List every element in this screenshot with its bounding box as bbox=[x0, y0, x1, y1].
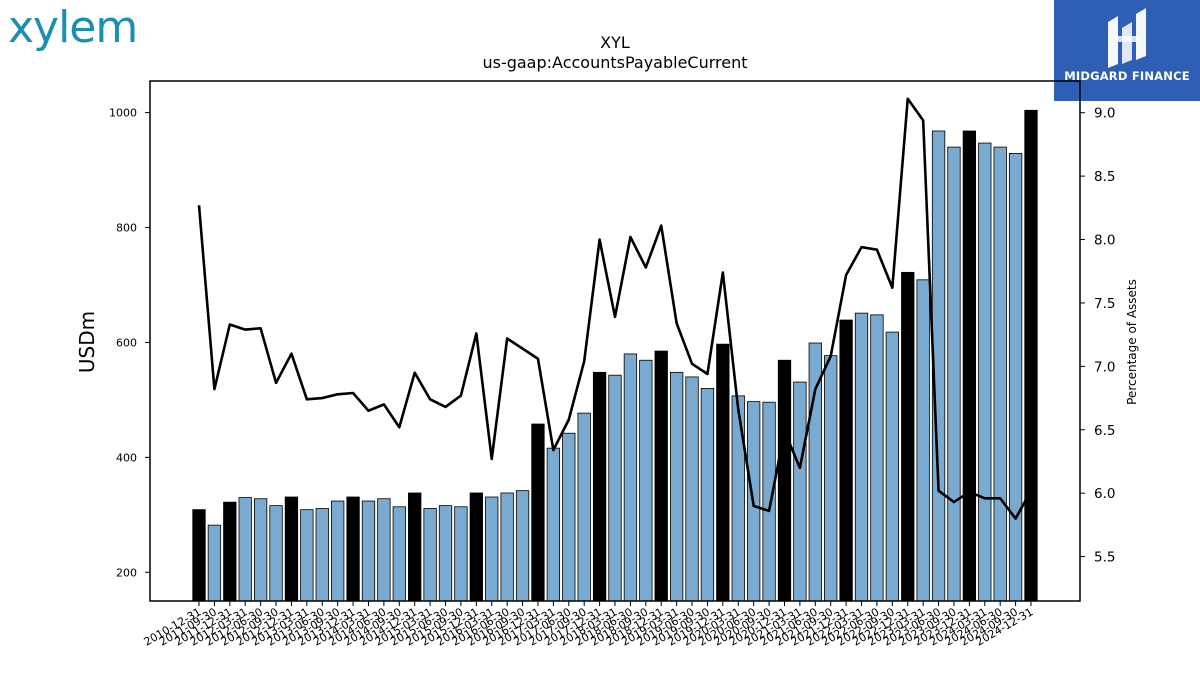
bar bbox=[885, 331, 899, 602]
bar bbox=[531, 423, 545, 602]
y2-tick-label: 7.5 bbox=[1094, 296, 1115, 312]
bar bbox=[469, 492, 483, 602]
bar bbox=[978, 142, 992, 602]
midgard-logo-icon bbox=[1108, 8, 1146, 68]
percentage-line bbox=[197, 97, 1033, 520]
y-tick-label: 200 bbox=[116, 566, 137, 579]
bar bbox=[854, 312, 869, 602]
y2-tick-label: 8.0 bbox=[1094, 233, 1115, 249]
y2-axis-ticks: 5.5 6.0 6.5 7.0 7.5 8.0 8.5 9.0 bbox=[1080, 106, 1115, 566]
y2-axis-label: Percentage of Assets bbox=[1125, 279, 1139, 405]
bar-series bbox=[192, 109, 1038, 602]
bar bbox=[839, 319, 853, 602]
xylem-logo: xylem bbox=[8, 2, 138, 53]
bar bbox=[777, 359, 792, 602]
badge-label: MIDGARD FINANCE bbox=[1064, 69, 1190, 83]
bar bbox=[1024, 109, 1038, 602]
bar bbox=[577, 412, 591, 602]
y2-tick-label: 8.5 bbox=[1094, 169, 1115, 185]
bar bbox=[685, 376, 699, 602]
bar bbox=[269, 505, 283, 602]
chart-title: XYL bbox=[600, 33, 630, 52]
plot-frame bbox=[149, 80, 1081, 602]
bar bbox=[793, 381, 807, 602]
y-tick-label: 800 bbox=[116, 222, 137, 235]
bar bbox=[408, 492, 422, 602]
y2-tick-label: 5.5 bbox=[1094, 550, 1115, 566]
midgard-finance-badge: MIDGARD FINANCE bbox=[1054, 0, 1200, 101]
bar bbox=[546, 447, 561, 602]
bar bbox=[700, 387, 715, 602]
bar bbox=[947, 146, 961, 602]
bar bbox=[284, 496, 299, 602]
bar bbox=[438, 505, 453, 602]
bar bbox=[731, 395, 745, 602]
bar bbox=[500, 492, 514, 602]
y-tick-label: 400 bbox=[116, 451, 137, 464]
bar bbox=[515, 490, 530, 602]
y-tick-label: 600 bbox=[116, 336, 137, 349]
bar bbox=[300, 509, 314, 602]
y2-tick-label: 7.0 bbox=[1094, 359, 1115, 375]
bar bbox=[223, 501, 237, 602]
bar bbox=[962, 130, 977, 602]
y2-tick-label: 9.0 bbox=[1094, 106, 1115, 122]
bar bbox=[454, 506, 468, 602]
bar bbox=[824, 355, 838, 602]
y-axis-label: USDm bbox=[75, 311, 99, 373]
bar bbox=[901, 271, 915, 602]
bar bbox=[346, 496, 360, 602]
bar bbox=[207, 524, 222, 602]
bar bbox=[654, 350, 668, 602]
bar bbox=[916, 279, 930, 602]
bar bbox=[253, 498, 268, 602]
y2-tick-label: 6.5 bbox=[1094, 423, 1115, 439]
bar bbox=[623, 353, 638, 602]
bar bbox=[993, 146, 1007, 602]
bar bbox=[377, 498, 391, 602]
bar bbox=[1008, 152, 1023, 602]
bar bbox=[562, 432, 576, 602]
bar bbox=[639, 359, 653, 602]
bar bbox=[392, 506, 406, 602]
y2-tick-label: 6.0 bbox=[1094, 486, 1115, 502]
bar bbox=[238, 497, 252, 602]
chart-subtitle: us-gaap:AccountsPayableCurrent bbox=[482, 53, 747, 72]
bar bbox=[669, 371, 684, 602]
bar bbox=[361, 500, 376, 602]
bar bbox=[315, 508, 329, 602]
y-axis-ticks: 200 400 600 800 1000 bbox=[109, 107, 150, 579]
bar bbox=[592, 371, 607, 602]
bar bbox=[762, 401, 776, 602]
bar bbox=[331, 500, 345, 602]
bar bbox=[716, 343, 730, 602]
bar bbox=[192, 509, 206, 602]
y-tick-label: 1000 bbox=[109, 107, 137, 120]
line-series-group bbox=[197, 97, 1033, 520]
bar bbox=[485, 496, 499, 602]
bar bbox=[423, 508, 437, 602]
bar bbox=[870, 314, 884, 602]
bar bbox=[608, 374, 622, 602]
x-axis-ticks: 2010-12-312011-09-302011-12-312012-03-31… bbox=[142, 601, 1036, 649]
